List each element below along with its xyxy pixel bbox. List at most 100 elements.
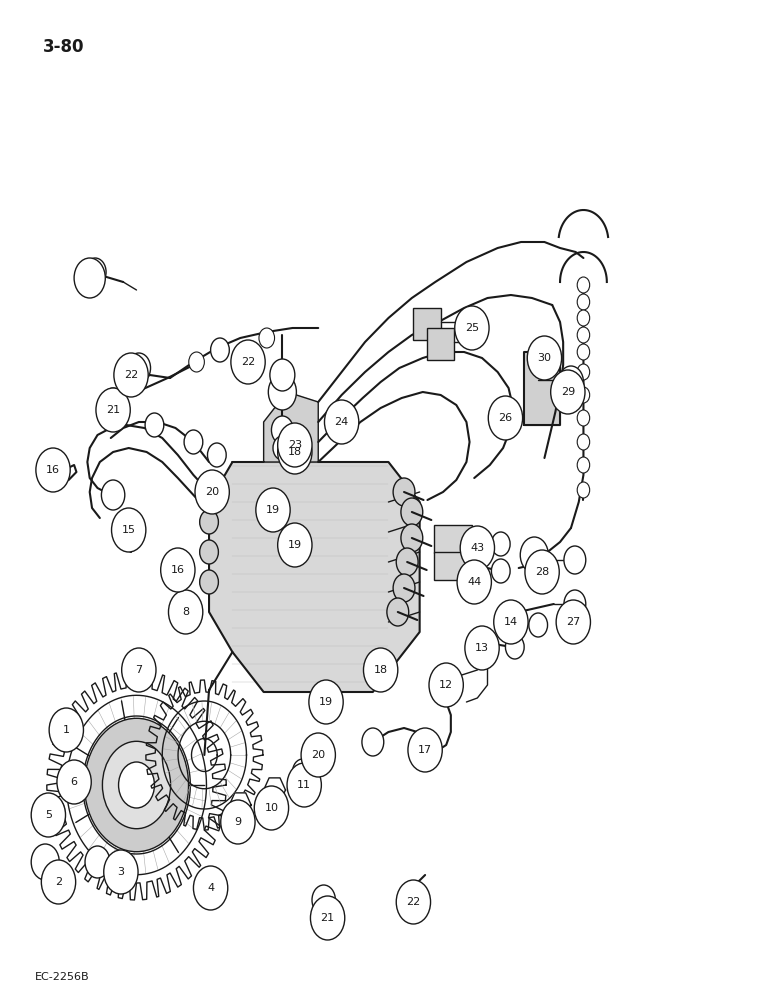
Circle shape [85,846,110,878]
Circle shape [41,860,76,904]
Circle shape [127,353,151,383]
Circle shape [491,559,510,583]
Text: 18: 18 [374,665,388,675]
Circle shape [324,400,359,444]
Text: 28: 28 [535,567,549,577]
Circle shape [200,540,218,564]
Circle shape [31,793,66,837]
Text: 9: 9 [234,817,242,827]
Circle shape [268,374,296,410]
Text: 30: 30 [537,353,551,363]
Circle shape [577,277,590,293]
Text: 3-80: 3-80 [43,38,84,56]
Text: 20: 20 [311,750,325,760]
FancyBboxPatch shape [413,308,441,340]
Text: 18: 18 [288,447,302,457]
Circle shape [537,341,558,369]
Text: 26: 26 [498,413,512,423]
Circle shape [84,258,106,286]
Text: 16: 16 [46,465,60,475]
Circle shape [74,258,105,298]
Text: EC-2256B: EC-2256B [35,972,90,982]
Polygon shape [264,778,285,802]
Text: 12: 12 [439,680,453,690]
Circle shape [256,488,290,532]
Text: 19: 19 [266,505,280,515]
Circle shape [189,352,204,372]
Circle shape [102,741,171,829]
Circle shape [200,480,218,504]
Circle shape [577,364,590,380]
Circle shape [577,410,590,426]
Circle shape [31,844,59,880]
Text: 21: 21 [106,405,120,415]
Circle shape [278,430,312,474]
Circle shape [505,635,524,659]
Circle shape [577,294,590,310]
Circle shape [270,359,295,391]
Text: 29: 29 [561,387,575,397]
Circle shape [577,344,590,360]
Circle shape [67,766,86,790]
Circle shape [231,340,265,384]
Circle shape [168,590,203,634]
Circle shape [310,896,345,940]
Circle shape [195,470,229,514]
Circle shape [287,763,321,807]
Text: 23: 23 [288,440,302,450]
Circle shape [408,728,442,772]
Text: 7: 7 [135,665,143,675]
Circle shape [47,804,59,820]
Circle shape [278,523,312,567]
Circle shape [207,443,226,467]
Text: 8: 8 [182,607,190,617]
Circle shape [309,680,343,724]
Circle shape [362,728,384,756]
Circle shape [564,546,586,574]
FancyBboxPatch shape [434,525,472,553]
Circle shape [577,387,590,403]
Text: 13: 13 [475,643,489,653]
Polygon shape [524,352,560,425]
Text: 44: 44 [467,577,481,587]
Circle shape [221,800,255,844]
Circle shape [401,498,423,526]
Circle shape [101,480,125,510]
Circle shape [271,416,293,444]
Circle shape [403,885,427,915]
Circle shape [292,759,313,785]
Circle shape [577,310,590,326]
FancyBboxPatch shape [434,552,472,580]
Circle shape [200,510,218,534]
Polygon shape [264,392,318,462]
Text: 22: 22 [241,357,255,367]
Circle shape [564,590,586,618]
Circle shape [396,548,418,576]
Circle shape [198,474,220,502]
Circle shape [312,885,335,915]
Circle shape [491,532,510,556]
Circle shape [84,718,189,852]
Text: 15: 15 [122,525,136,535]
Circle shape [200,570,218,594]
Circle shape [393,478,415,506]
Text: 22: 22 [124,370,138,380]
Text: 27: 27 [566,617,580,627]
Text: 3: 3 [118,867,124,877]
Text: 24: 24 [335,417,349,427]
Circle shape [363,648,398,692]
Text: 17: 17 [418,745,432,755]
Text: 25: 25 [465,323,479,333]
Circle shape [460,526,495,570]
Circle shape [211,338,229,362]
Polygon shape [297,760,319,784]
Circle shape [494,600,528,644]
Circle shape [577,482,590,498]
Circle shape [455,306,489,350]
Text: 6: 6 [71,777,77,787]
Text: 19: 19 [319,697,333,707]
Circle shape [119,762,154,808]
Circle shape [284,424,306,452]
Circle shape [520,537,548,573]
Circle shape [112,508,146,552]
